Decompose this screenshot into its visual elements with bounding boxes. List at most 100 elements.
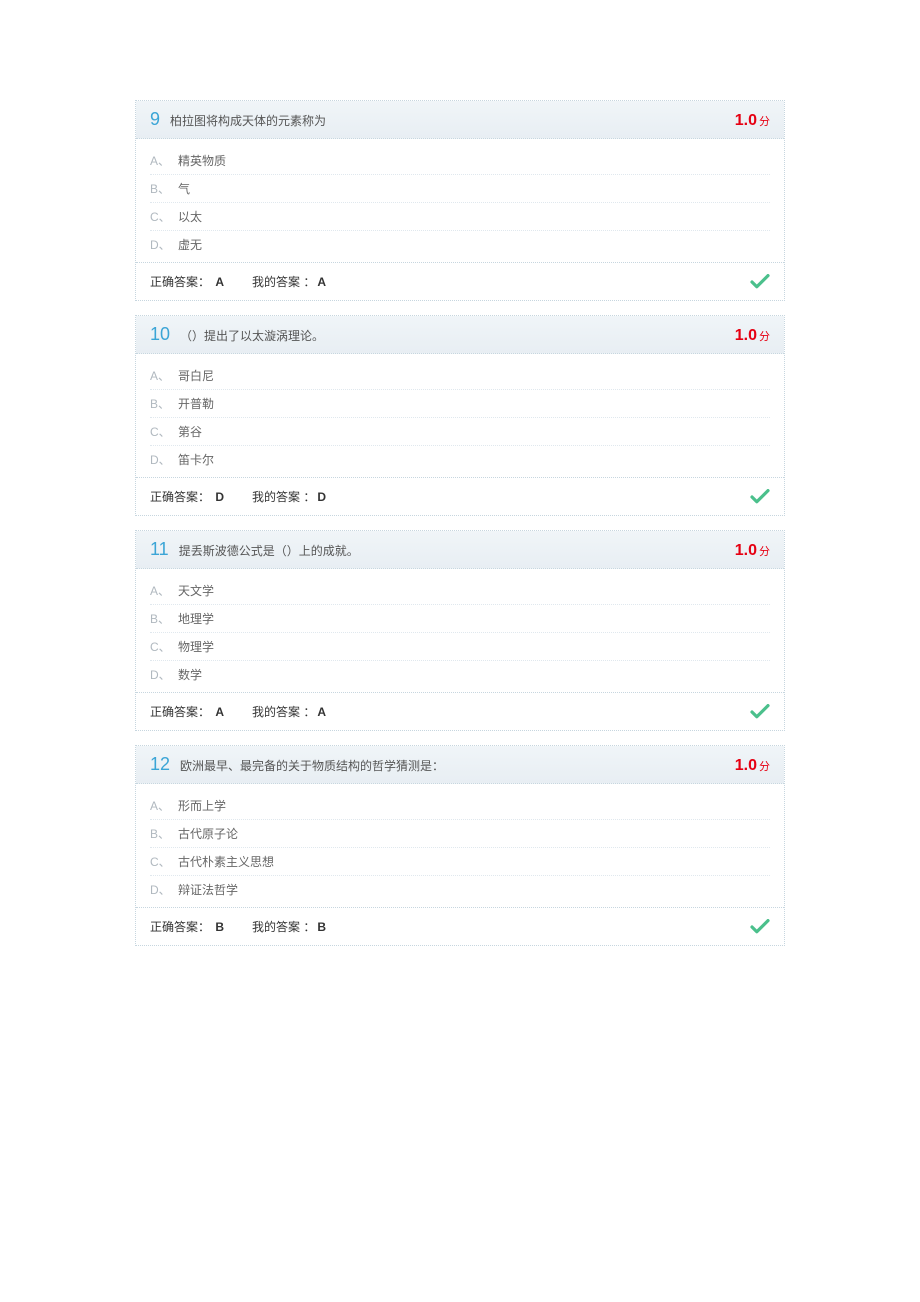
check-icon bbox=[750, 274, 770, 290]
question-number: 10 bbox=[150, 324, 170, 345]
option-text: 辩证法哲学 bbox=[178, 881, 238, 898]
option-text: 开普勒 bbox=[178, 395, 214, 412]
question-text: 欧洲最早、最完备的关于物质结构的哲学猜测是： bbox=[180, 757, 735, 774]
question-score: 1.0 bbox=[735, 112, 757, 130]
option-label: D、 bbox=[150, 666, 178, 683]
correct-answer: 正确答案： D bbox=[150, 488, 224, 505]
option-label: D、 bbox=[150, 881, 178, 898]
answer-bar: 正确答案： A 我的答案 ：A bbox=[136, 262, 784, 300]
option-label: A、 bbox=[150, 367, 178, 384]
my-value: D bbox=[317, 490, 326, 504]
option-text: 数学 bbox=[178, 666, 202, 683]
score-unit: 分 bbox=[759, 543, 770, 559]
option-text: 古代原子论 bbox=[178, 825, 238, 842]
option-text: 笛卡尔 bbox=[178, 451, 214, 468]
option-label: C、 bbox=[150, 853, 178, 870]
option-label: B、 bbox=[150, 610, 178, 627]
option-text: 以太 bbox=[178, 208, 202, 225]
option-row: D、数学 bbox=[150, 661, 770, 688]
option-label: B、 bbox=[150, 180, 178, 197]
option-text: 第谷 bbox=[178, 423, 202, 440]
options-list: A、天文学 B、地理学 C、物理学 D、数学 bbox=[136, 569, 784, 692]
question-text: （）提出了以太漩涡理论。 bbox=[180, 327, 735, 344]
option-label: A、 bbox=[150, 152, 178, 169]
option-text: 形而上学 bbox=[178, 797, 226, 814]
my-label: 我的答案 ： bbox=[252, 705, 315, 719]
option-row: A、哥白尼 bbox=[150, 362, 770, 390]
question-header: 11 提丢斯波德公式是（）上的成就。 1.0 分 bbox=[136, 531, 784, 569]
option-row: C、以太 bbox=[150, 203, 770, 231]
correct-label: 正确答案： bbox=[150, 705, 210, 719]
option-row: B、地理学 bbox=[150, 605, 770, 633]
option-label: B、 bbox=[150, 825, 178, 842]
option-row: C、第谷 bbox=[150, 418, 770, 446]
score-unit: 分 bbox=[759, 758, 770, 774]
my-value: A bbox=[317, 705, 326, 719]
option-text: 精英物质 bbox=[178, 152, 226, 169]
option-row: C、物理学 bbox=[150, 633, 770, 661]
question-score: 1.0 bbox=[735, 757, 757, 775]
correct-answer: 正确答案： B bbox=[150, 918, 224, 935]
question-block: 12 欧洲最早、最完备的关于物质结构的哲学猜测是： 1.0 分 A、形而上学 B… bbox=[135, 745, 785, 946]
question-text: 提丢斯波德公式是（）上的成就。 bbox=[179, 542, 735, 559]
option-row: D、虚无 bbox=[150, 231, 770, 258]
option-row: A、精英物质 bbox=[150, 147, 770, 175]
option-row: D、辩证法哲学 bbox=[150, 876, 770, 903]
my-value: B bbox=[317, 920, 326, 934]
question-block: 11 提丢斯波德公式是（）上的成就。 1.0 分 A、天文学 B、地理学 C、物… bbox=[135, 530, 785, 731]
my-label: 我的答案 ： bbox=[252, 275, 315, 289]
question-number: 9 bbox=[150, 109, 160, 130]
correct-label: 正确答案： bbox=[150, 920, 210, 934]
question-header: 10 （）提出了以太漩涡理论。 1.0 分 bbox=[136, 316, 784, 354]
option-row: A、天文学 bbox=[150, 577, 770, 605]
answer-bar: 正确答案： D 我的答案 ：D bbox=[136, 477, 784, 515]
correct-answer: 正确答案： A bbox=[150, 703, 224, 720]
check-icon bbox=[750, 919, 770, 935]
option-text: 古代朴素主义思想 bbox=[178, 853, 274, 870]
answer-bar: 正确答案： A 我的答案 ：A bbox=[136, 692, 784, 730]
question-score: 1.0 bbox=[735, 327, 757, 345]
option-text: 哥白尼 bbox=[178, 367, 214, 384]
question-score: 1.0 bbox=[735, 542, 757, 560]
option-label: C、 bbox=[150, 638, 178, 655]
quiz-container: 9 柏拉图将构成天体的元素称为 1.0 分 A、精英物质 B、气 C、以太 D、… bbox=[135, 100, 785, 946]
score-unit: 分 bbox=[759, 328, 770, 344]
correct-label: 正确答案： bbox=[150, 490, 210, 504]
question-block: 9 柏拉图将构成天体的元素称为 1.0 分 A、精英物质 B、气 C、以太 D、… bbox=[135, 100, 785, 301]
option-row: B、开普勒 bbox=[150, 390, 770, 418]
correct-value: B bbox=[212, 920, 224, 934]
answer-bar: 正确答案： B 我的答案 ：B bbox=[136, 907, 784, 945]
my-value: A bbox=[317, 275, 326, 289]
option-text: 气 bbox=[178, 180, 190, 197]
options-list: A、精英物质 B、气 C、以太 D、虚无 bbox=[136, 139, 784, 262]
my-answer: 我的答案 ：B bbox=[252, 918, 326, 935]
my-answer: 我的答案 ：A bbox=[252, 273, 326, 290]
correct-value: D bbox=[212, 490, 224, 504]
option-label: D、 bbox=[150, 451, 178, 468]
correct-value: A bbox=[212, 705, 224, 719]
check-icon bbox=[750, 489, 770, 505]
check-icon bbox=[750, 704, 770, 720]
question-header: 9 柏拉图将构成天体的元素称为 1.0 分 bbox=[136, 101, 784, 139]
question-header: 12 欧洲最早、最完备的关于物质结构的哲学猜测是： 1.0 分 bbox=[136, 746, 784, 784]
option-label: A、 bbox=[150, 582, 178, 599]
correct-answer: 正确答案： A bbox=[150, 273, 224, 290]
option-label: D、 bbox=[150, 236, 178, 253]
option-row: B、古代原子论 bbox=[150, 820, 770, 848]
option-label: A、 bbox=[150, 797, 178, 814]
option-label: B、 bbox=[150, 395, 178, 412]
question-number: 11 bbox=[150, 539, 169, 560]
option-row: C、古代朴素主义思想 bbox=[150, 848, 770, 876]
correct-value: A bbox=[212, 275, 224, 289]
options-list: A、哥白尼 B、开普勒 C、第谷 D、笛卡尔 bbox=[136, 354, 784, 477]
my-label: 我的答案 ： bbox=[252, 490, 315, 504]
correct-label: 正确答案： bbox=[150, 275, 210, 289]
my-answer: 我的答案 ：A bbox=[252, 703, 326, 720]
question-text: 柏拉图将构成天体的元素称为 bbox=[170, 112, 735, 129]
option-text: 虚无 bbox=[178, 236, 202, 253]
option-text: 物理学 bbox=[178, 638, 214, 655]
score-unit: 分 bbox=[759, 113, 770, 129]
option-text: 地理学 bbox=[178, 610, 214, 627]
option-text: 天文学 bbox=[178, 582, 214, 599]
option-label: C、 bbox=[150, 423, 178, 440]
